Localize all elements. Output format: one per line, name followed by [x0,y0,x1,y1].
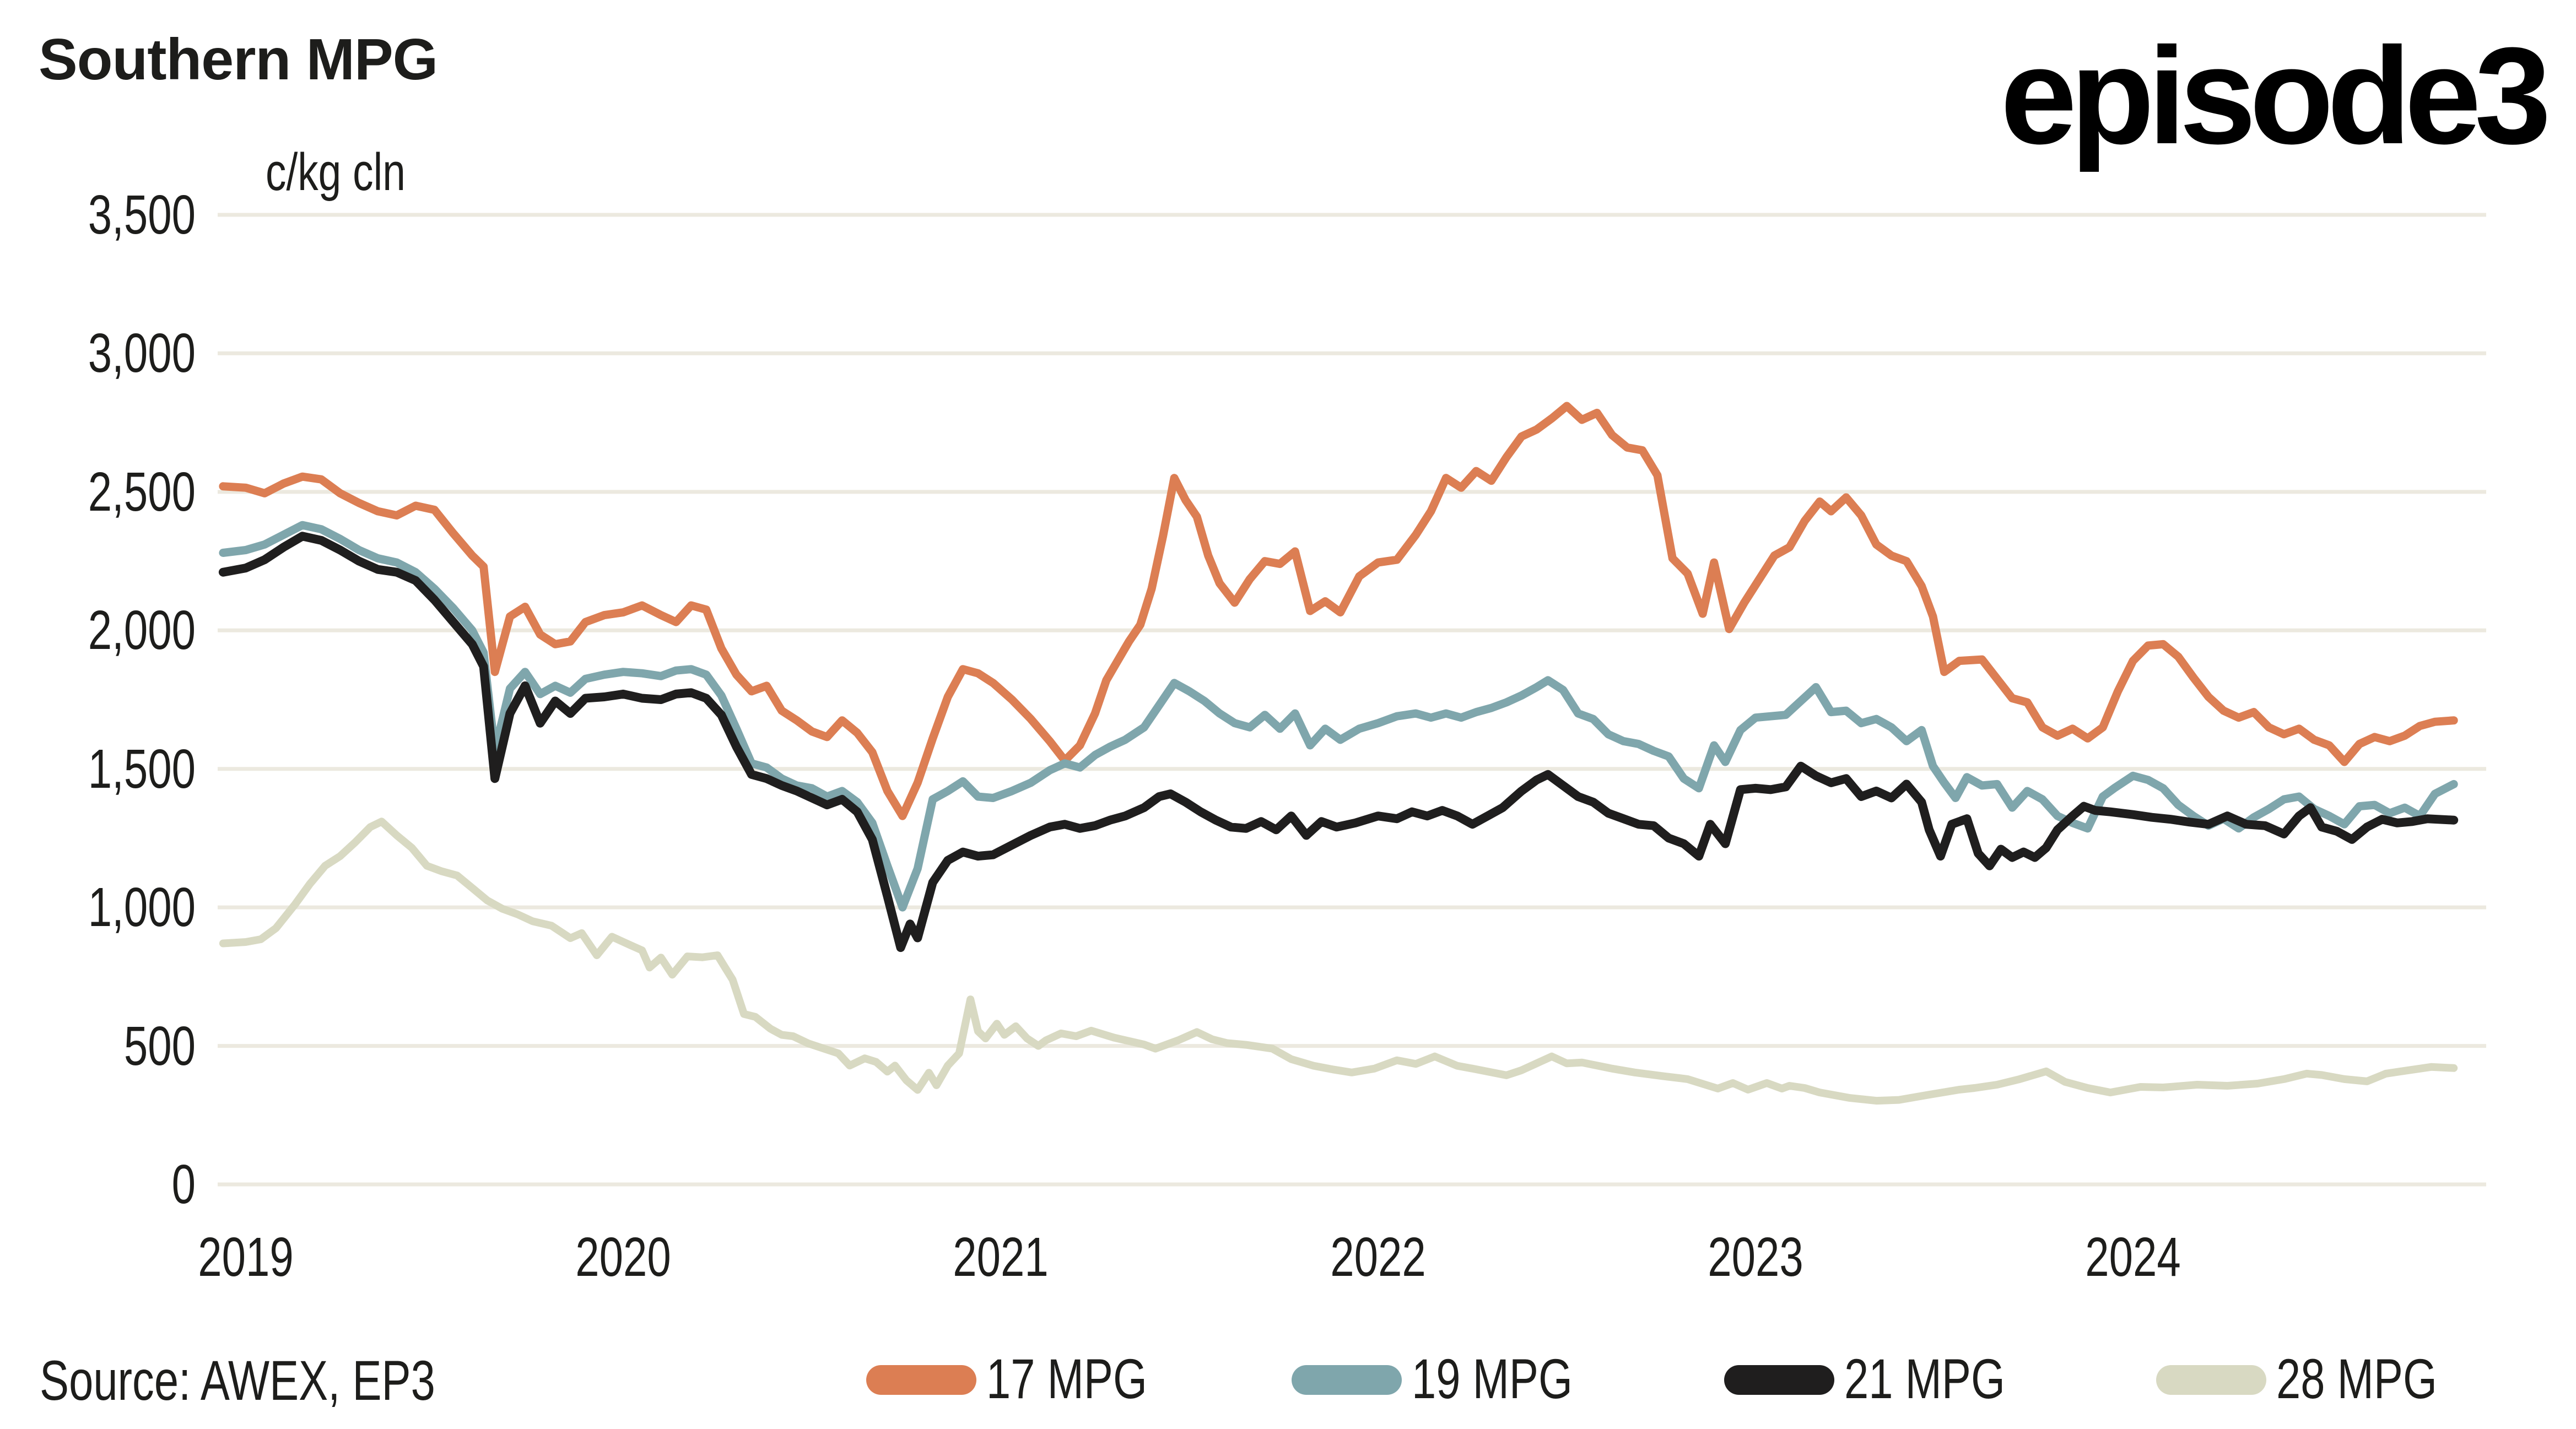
x-tick-label: 2022 [1330,1226,1426,1288]
x-tick-label: 2021 [953,1226,1049,1288]
legend-label: 21 MPG [1844,1347,2005,1410]
legend-label: 17 MPG [986,1347,1147,1410]
y-tick-label: 0 [171,1154,196,1215]
legend-label: 28 MPG [2276,1347,2437,1410]
x-tick-label: 2024 [2085,1226,2181,1288]
y-axis-unit-label: c/kg cln [266,143,406,202]
legend-swatch [2156,1365,2266,1395]
y-tick-label: 3,500 [88,184,196,246]
series-line-21-mpg [218,532,2459,952]
y-tick-label: 1,500 [88,738,196,800]
x-tick-label: 2019 [198,1226,294,1288]
y-tick-label: 1,000 [88,876,196,939]
legend-swatch [1292,1365,1402,1395]
x-tick-label: 2023 [1708,1226,1803,1288]
legend-swatch [1724,1365,1834,1395]
y-tick-label: 2,500 [88,461,196,523]
y-tick-label: 3,000 [88,322,196,385]
source-note: Source: AWEX, EP3 [40,1349,435,1412]
y-tick-label: 2,000 [88,599,196,662]
legend-label: 19 MPG [1412,1347,1573,1410]
x-tick-label: 2020 [575,1226,671,1288]
page-title: Southern MPG [39,27,438,92]
series-line-28-mpg [219,818,2458,1105]
episode3-logo: episode3 [2000,19,2551,172]
series-line-19-mpg [219,521,2458,912]
gridlines [218,213,2486,1187]
series-line-17-mpg [219,402,2458,820]
y-tick-label: 500 [123,1015,196,1077]
legend-swatch [866,1365,976,1395]
